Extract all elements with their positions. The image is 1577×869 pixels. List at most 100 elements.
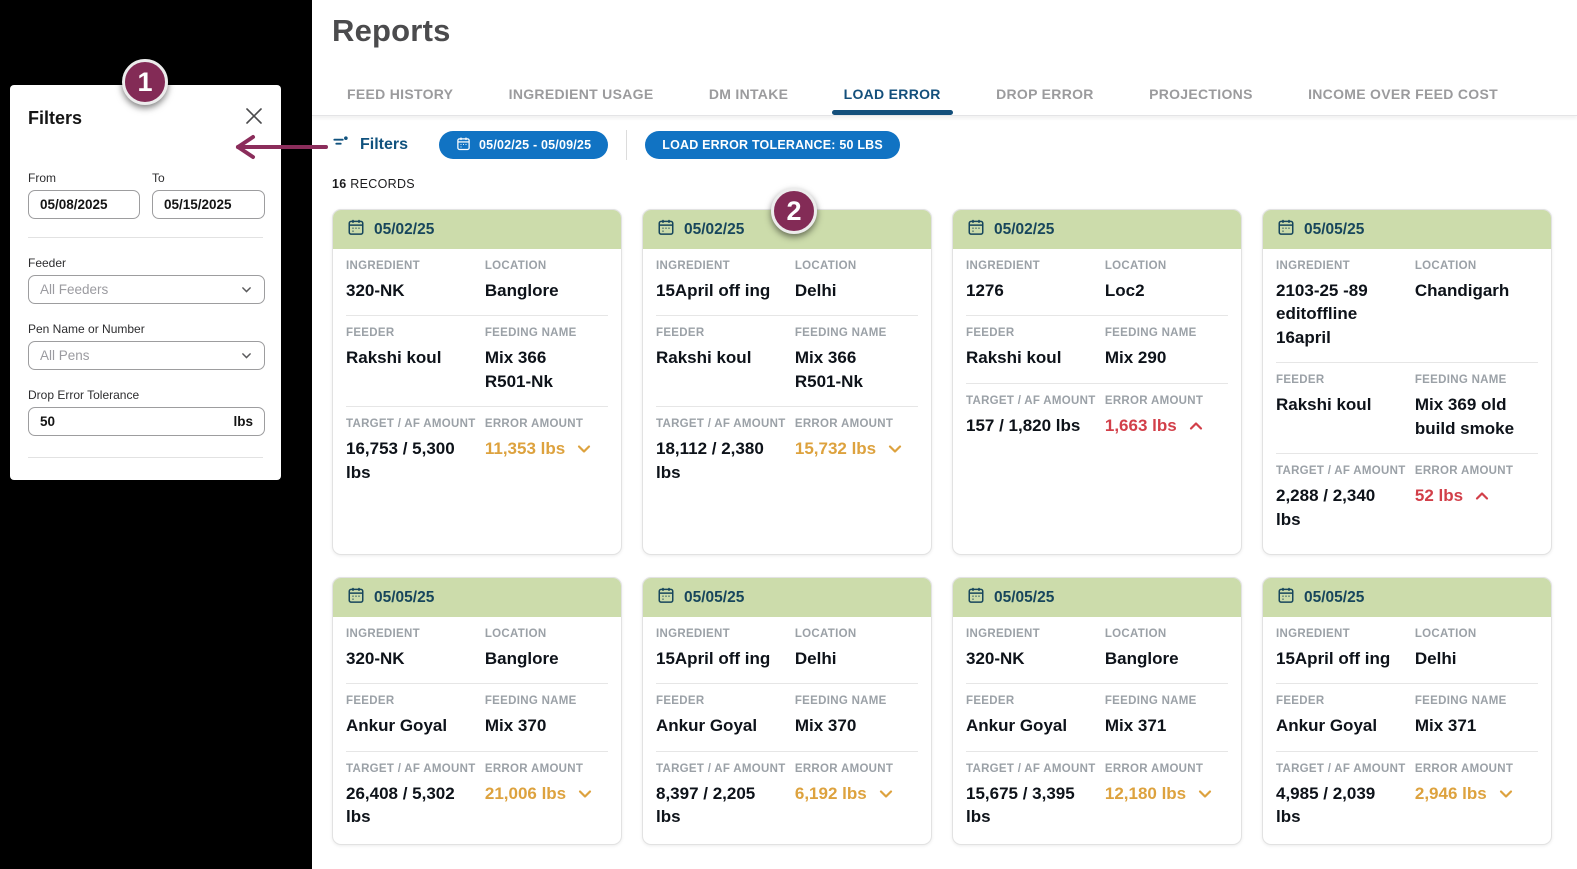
error-expand-chevron-icon[interactable] bbox=[1497, 785, 1515, 803]
error-expand-chevron-icon[interactable] bbox=[877, 785, 895, 803]
error-amount-value: 11,353 lbs bbox=[485, 437, 608, 460]
from-label: From bbox=[28, 171, 56, 185]
records-count: 16 RECORDS bbox=[332, 177, 415, 191]
ingredient-label: INGREDIENT bbox=[656, 260, 730, 272]
target-af-label: TARGET / AF AMOUNT bbox=[656, 762, 786, 775]
target-af-value: 8,397 / 2,205 lbs bbox=[656, 783, 756, 827]
tolerance-unit: lbs bbox=[233, 414, 253, 429]
feeding-name-label: FEEDING NAME bbox=[1414, 374, 1507, 387]
pen-label: Pen Name or Number bbox=[28, 322, 145, 336]
ingredient-value: 2103-25 -89 editoffline 16april bbox=[1276, 281, 1368, 347]
target-af-label: TARGET / AF AMOUNT bbox=[656, 418, 786, 431]
card-row-ingredient-location: INGREDIENT 15April off ing LOCATION Delh… bbox=[1276, 617, 1538, 685]
feeding-name-value: Mix 366 R501-Nk bbox=[484, 348, 553, 391]
feeding-name-value: Mix 371 bbox=[1414, 716, 1477, 736]
tab-load-error[interactable]: LOAD ERROR bbox=[831, 74, 953, 115]
error-amount-text: 52 lbs bbox=[1414, 486, 1464, 506]
error-amount-label: ERROR AMOUNT bbox=[1104, 394, 1204, 407]
to-date-input[interactable] bbox=[152, 190, 265, 219]
calendar-icon bbox=[967, 586, 985, 609]
feeder-value: Ankur Goyal bbox=[346, 716, 448, 736]
tab-income-over-feed-cost[interactable]: INCOME OVER FEED COST bbox=[1308, 86, 1498, 102]
feeder-value: Ankur Goyal bbox=[656, 716, 758, 736]
target-af-value: 2,288 / 2,340 lbs bbox=[1276, 486, 1376, 529]
error-amount-label: ERROR AMOUNT bbox=[484, 418, 584, 431]
tab-ingredient-usage[interactable]: INGREDIENT USAGE bbox=[508, 86, 654, 102]
chip-separator bbox=[626, 130, 628, 160]
card-row-target-error: TARGET / AF AMOUNT 26,408 / 5,302 lbs ER… bbox=[346, 752, 608, 842]
feeder-value: Rakshi koul bbox=[656, 348, 752, 368]
error-expand-chevron-icon[interactable] bbox=[576, 785, 594, 803]
feeder-value: Rakshi koul bbox=[1276, 395, 1372, 415]
calendar-icon bbox=[967, 218, 985, 241]
tab-feed-history[interactable]: FEED HISTORY bbox=[347, 86, 454, 102]
feeder-select-value: All Feeders bbox=[40, 282, 109, 297]
location-label: LOCATION bbox=[794, 628, 857, 640]
cards-grid: 05/02/25 INGREDIENT 320-NK LOCATION Bang… bbox=[332, 209, 1552, 845]
ingredient-label: INGREDIENT bbox=[966, 628, 1040, 640]
location-label: LOCATION bbox=[484, 260, 547, 272]
records-count-label: RECORDS bbox=[350, 177, 415, 191]
ingredient-label: INGREDIENT bbox=[1276, 260, 1350, 272]
card-date-header: 05/05/25 bbox=[643, 578, 931, 617]
card-body: INGREDIENT 15April off ing LOCATION Delh… bbox=[643, 617, 931, 842]
calendar-icon bbox=[347, 586, 365, 609]
feeding-name-label: FEEDING NAME bbox=[484, 327, 577, 340]
target-af-value: 157 / 1,820 lbs bbox=[966, 415, 1081, 435]
load-error-tolerance-chip[interactable]: LOAD ERROR TOLERANCE: 50 LBS bbox=[645, 131, 900, 159]
feeder-label: FEEDER bbox=[1276, 695, 1325, 708]
from-date-input[interactable] bbox=[28, 190, 140, 219]
feeder-label: FEEDER bbox=[346, 327, 395, 340]
card-row-feeder-feeding: FEEDER Rakshi koul FEEDING NAME Mix 290 bbox=[966, 316, 1228, 384]
card-date: 05/05/25 bbox=[1304, 588, 1365, 606]
feeding-name-value: Mix 370 bbox=[484, 716, 547, 736]
close-icon[interactable] bbox=[243, 105, 265, 127]
ingredient-value: 1276 bbox=[966, 281, 1004, 300]
tolerance-input[interactable]: 50 lbs bbox=[28, 407, 265, 436]
feeding-name-label: FEEDING NAME bbox=[1414, 695, 1507, 708]
to-date-group: To bbox=[152, 171, 265, 219]
location-label: LOCATION bbox=[1414, 628, 1477, 640]
feeding-name-value: Mix 366 R501-Nk bbox=[794, 348, 863, 391]
error-expand-chevron-icon[interactable] bbox=[886, 440, 904, 458]
feeder-label: FEEDER bbox=[966, 327, 1015, 340]
feeding-name-value: Mix 290 bbox=[1104, 348, 1167, 368]
feeder-select[interactable]: All Feeders bbox=[28, 275, 265, 304]
feeding-name-label: FEEDING NAME bbox=[1104, 695, 1197, 708]
error-expand-chevron-icon[interactable] bbox=[1473, 487, 1491, 505]
tab-drop-error[interactable]: DROP ERROR bbox=[996, 86, 1094, 102]
date-range-chip[interactable]: 05/02/25 - 05/09/25 bbox=[439, 131, 609, 159]
card-row-feeder-feeding: FEEDER Ankur Goyal FEEDING NAME Mix 370 bbox=[346, 684, 608, 752]
pen-select[interactable]: All Pens bbox=[28, 341, 265, 370]
location-label: LOCATION bbox=[794, 260, 857, 272]
target-af-label: TARGET / AF AMOUNT bbox=[966, 762, 1096, 775]
main-content: Reports FEED HISTORY INGREDIENT USAGE DM I… bbox=[312, 0, 1577, 869]
card-row-ingredient-location: INGREDIENT 15April off ing LOCATION Delh… bbox=[656, 617, 918, 685]
calendar-icon bbox=[657, 586, 675, 609]
card-row-ingredient-location: INGREDIENT 15April off ing LOCATION Delh… bbox=[656, 249, 918, 317]
card-row-target-error: TARGET / AF AMOUNT 2,288 / 2,340 lbs ERR… bbox=[1276, 454, 1538, 544]
tab-dm-intake[interactable]: DM INTAKE bbox=[708, 86, 789, 102]
pen-group: Pen Name or Number All Pens bbox=[28, 322, 265, 370]
error-amount-label: ERROR AMOUNT bbox=[484, 762, 584, 775]
card-row-target-error: TARGET / AF AMOUNT 4,985 / 2,039 lbs ERR… bbox=[1276, 752, 1538, 842]
load-error-card: 05/05/25 INGREDIENT 2103-25 -89 editoffl… bbox=[1262, 209, 1552, 555]
target-af-value: 18,112 / 2,380 lbs bbox=[656, 439, 764, 482]
tab-projections[interactable]: PROJECTIONS bbox=[1149, 86, 1253, 102]
card-row-ingredient-location: INGREDIENT 320-NK LOCATION Banglore bbox=[346, 249, 608, 317]
ingredient-label: INGREDIENT bbox=[656, 628, 730, 640]
page-title: Reports bbox=[332, 13, 451, 48]
location-label: LOCATION bbox=[484, 628, 547, 640]
error-amount-label: ERROR AMOUNT bbox=[794, 418, 894, 431]
card-row-ingredient-location: INGREDIENT 320-NK LOCATION Banglore bbox=[966, 617, 1228, 685]
error-expand-chevron-icon[interactable] bbox=[575, 440, 593, 458]
chevron-down-icon bbox=[242, 353, 251, 359]
card-date-header: 05/05/25 bbox=[953, 578, 1241, 617]
records-count-number: 16 bbox=[332, 177, 347, 191]
card-body: INGREDIENT 15April off ing LOCATION Delh… bbox=[643, 249, 931, 497]
ingredient-value: 15April off ing bbox=[656, 281, 771, 300]
error-expand-chevron-icon[interactable] bbox=[1187, 417, 1205, 435]
error-expand-chevron-icon[interactable] bbox=[1196, 785, 1214, 803]
filters-button[interactable]: Filters bbox=[332, 133, 408, 157]
error-amount-value: 1,663 lbs bbox=[1105, 414, 1228, 437]
